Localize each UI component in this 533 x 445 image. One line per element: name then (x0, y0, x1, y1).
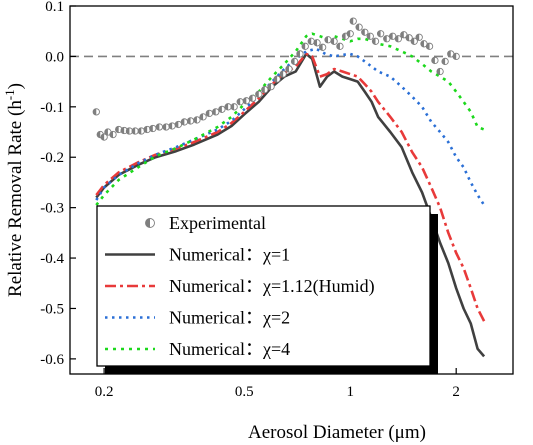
experimental-point (162, 123, 170, 131)
experimental-point (389, 32, 397, 40)
experimental-point (436, 67, 444, 76)
experimental-point (452, 52, 460, 61)
legend-label-4: Numerical：χ=4 (169, 339, 290, 359)
experimental-point (394, 35, 402, 43)
legend: Experimental Numerical：χ=1 Numerical：χ=1.1… (96, 205, 438, 374)
experimental-point (376, 30, 385, 38)
series-line-1 (95, 52, 486, 358)
experimental-point (186, 117, 195, 125)
experimental-point (174, 120, 183, 129)
y-axis-title-close: ) (5, 83, 26, 89)
experimental-point (104, 128, 112, 136)
y-tick-label: -0.6 (40, 352, 64, 368)
experimental-point (168, 122, 176, 130)
experimental-point (371, 37, 380, 45)
experimental-point (100, 133, 108, 141)
experimental-point (366, 32, 374, 40)
experimental-point (296, 50, 304, 58)
y-axis-title: Relative Removal Rate (h-1) (2, 83, 26, 297)
experimental-point (273, 75, 281, 83)
y-tick-label: 0.1 (45, 0, 64, 15)
experimental-point (415, 33, 423, 41)
experimental-point (346, 30, 354, 38)
y-tick-label: 0.0 (45, 49, 64, 65)
experimental-point (355, 23, 363, 31)
experimental-point (285, 65, 293, 73)
y-tick-label: -0.1 (40, 100, 64, 116)
experimental-point (410, 37, 418, 45)
experimental-point (230, 103, 238, 111)
experimental-point (218, 105, 226, 113)
legend-symbol-experimental (145, 218, 155, 228)
experimental-point (318, 43, 327, 51)
experimental-point (383, 35, 391, 43)
experimental-point (205, 109, 213, 118)
x-tick-label: 0.5 (235, 384, 254, 400)
experimental-point (193, 116, 201, 124)
experimental-point (425, 42, 434, 50)
x-tick-label: 0.2 (95, 384, 114, 400)
x-tick-label: 1 (346, 384, 354, 400)
experimental-point (109, 130, 117, 139)
y-axis-title-superscript: -1 (2, 89, 17, 100)
experimental-point (349, 17, 357, 25)
experimental-point (405, 34, 413, 42)
series-line-3 (95, 47, 486, 206)
experimental-point (224, 103, 232, 111)
experimental-point (400, 31, 408, 39)
experimental-point (199, 113, 207, 121)
series-line-2 (95, 52, 486, 322)
experimental-points (92, 17, 460, 141)
experimental-point (248, 94, 257, 102)
y-tick-label: -0.5 (40, 301, 64, 317)
series-line-4 (95, 32, 485, 206)
legend-label-3: Numerical：χ=2 (169, 308, 290, 328)
experimental-point (279, 70, 287, 78)
experimental-point (301, 42, 309, 50)
experimental-point (324, 36, 332, 44)
legend-label-1: Numerical：χ=1 (169, 245, 290, 265)
x-axis-title: Aerosol Diameter (μm) (248, 422, 426, 443)
x-tick-label: 2 (452, 384, 460, 400)
y-tick-label: -0.3 (40, 201, 64, 217)
experimental-point (361, 28, 369, 36)
legend-label-0: Experimental (169, 213, 266, 233)
experimental-point (255, 90, 263, 98)
experimental-point (149, 124, 157, 133)
experimental-point (267, 83, 275, 91)
experimental-point (92, 108, 100, 116)
experimental-point (212, 108, 220, 116)
legend-label-2: Numerical：χ=1.12(Humid) (169, 276, 375, 297)
experimental-point (236, 98, 244, 106)
experimental-point (180, 118, 189, 126)
series-layer (92, 17, 486, 358)
experimental-point (313, 39, 321, 47)
experimental-point (155, 123, 163, 131)
y-tick-label: -0.4 (40, 251, 64, 267)
experimental-point (431, 56, 439, 65)
experimental-point (242, 97, 250, 105)
experimental-point (441, 57, 449, 66)
experimental-point (290, 57, 299, 66)
y-tick-label: -0.2 (40, 150, 64, 166)
experimental-point (137, 127, 145, 135)
experimental-point (447, 50, 455, 58)
experimental-point (336, 42, 344, 50)
axis-ticks: 0.1 0.0 -0.1 -0.2 -0.3 -0.4 -0.5 -0.6 0.2 0.5 1 2 (40, 0, 460, 400)
y-axis-title-main: Relative Removal Rate (h (5, 100, 26, 297)
experimental-point (330, 37, 338, 45)
experimental-point (261, 86, 269, 94)
experimental-point (131, 127, 139, 135)
experimental-point (307, 37, 315, 45)
